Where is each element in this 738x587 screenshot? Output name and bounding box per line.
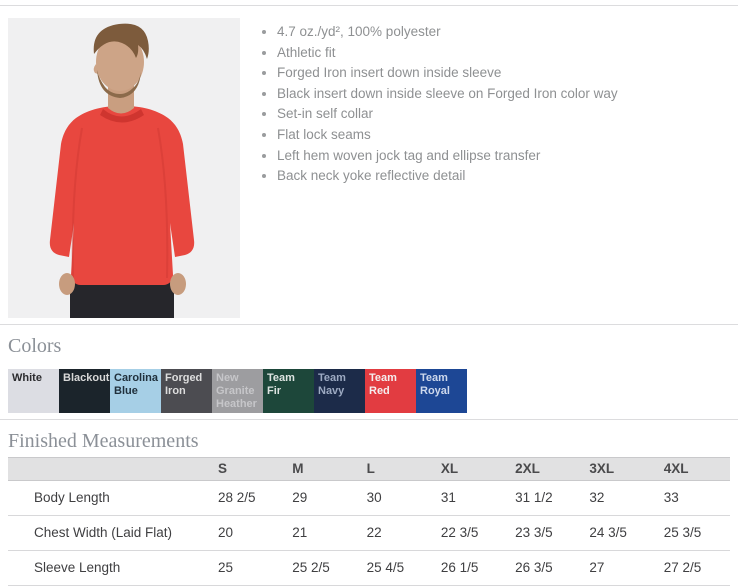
feature-item: Athletic fit (277, 43, 618, 64)
measurement-value: 21 (284, 515, 359, 551)
color-swatch-team-navy[interactable]: Team Navy (314, 369, 365, 413)
swatch-row: White Blackout Carolina Blue Forged Iron… (8, 369, 738, 413)
measurement-label-column-header (8, 457, 210, 481)
measurement-value: 27 (581, 550, 656, 586)
size-column-header: XL (432, 457, 508, 481)
color-swatch-carolina-blue[interactable]: Carolina Blue (110, 369, 161, 413)
colors-section: Colors White Blackout Carolina Blue Forg… (0, 335, 738, 413)
table-row: Sleeve Length 25 25 2/5 25 4/5 26 1/5 26… (8, 550, 730, 586)
size-column-header: L (358, 457, 433, 481)
hair-shape (93, 23, 149, 59)
color-swatch-forged-iron[interactable]: Forged Iron (161, 369, 212, 413)
measurement-value: 31 (432, 480, 508, 516)
color-swatch-team-royal[interactable]: Team Royal (416, 369, 467, 413)
color-swatch-label: Team Fir (267, 372, 295, 397)
measurement-value: 22 3/5 (432, 515, 508, 551)
measurement-value: 24 3/5 (581, 515, 656, 551)
size-column-header: 4XL (655, 457, 730, 481)
feature-item: Back neck yoke reflective detail (277, 166, 618, 187)
measurement-value: 27 2/5 (655, 550, 730, 586)
color-swatch-label: Forged Iron (165, 372, 203, 397)
color-swatch-label: Team Red (369, 372, 397, 397)
color-swatch-team-red[interactable]: Team Red (365, 369, 416, 413)
feature-item: 4.7 oz./yd², 100% polyester (277, 22, 618, 43)
measurement-value: 32 (581, 480, 656, 516)
measurement-value: 26 1/5 (432, 550, 508, 586)
product-photo[interactable] (8, 18, 240, 318)
colors-divider (0, 324, 738, 325)
measurement-row-label: Body Length (8, 480, 210, 516)
measurement-value: 25 3/5 (655, 515, 730, 551)
size-column-header: 2XL (507, 457, 582, 481)
feature-item: Black insert down inside sleeve on Forge… (277, 84, 618, 105)
product-summary-section: 4.7 oz./yd², 100% polyester Athletic fit… (0, 6, 738, 318)
measurement-value: 26 3/5 (507, 550, 582, 586)
color-swatch-new-granite-heather[interactable]: New Granite Heather (212, 369, 263, 413)
color-swatch-label: Blackout (63, 372, 110, 384)
size-column-header: 3XL (581, 457, 656, 481)
color-swatch-label: Team Navy (318, 372, 346, 397)
color-swatch-label: New Granite Heather (216, 372, 257, 410)
measurement-value: 25 4/5 (358, 550, 433, 586)
feature-item: Left hem woven jock tag and ellipse tran… (277, 146, 618, 167)
product-page: 4.7 oz./yd², 100% polyester Athletic fit… (0, 5, 738, 586)
top-divider (0, 5, 738, 6)
measurement-row-label: Chest Width (Laid Flat) (8, 515, 210, 551)
size-column-header: M (284, 457, 359, 481)
model-photo-illustration (8, 18, 240, 318)
feature-item: Set-in self collar (277, 104, 618, 125)
measurements-section: Finished Measurements S M L XL 2XL 3XL 4… (0, 430, 738, 586)
measurement-value: 31 1/2 (507, 480, 582, 516)
colors-heading: Colors (8, 335, 62, 357)
table-row: Chest Width (Laid Flat) 20 21 22 22 3/5 … (8, 515, 730, 551)
measurement-value: 25 (210, 550, 285, 586)
measurement-row-label: Sleeve Length (8, 550, 210, 586)
feature-item: Flat lock seams (277, 125, 618, 146)
color-swatch-label: White (12, 372, 42, 384)
measurement-value: 20 (210, 515, 285, 551)
measurements-table: S M L XL 2XL 3XL 4XL Body Length 28 2/5 … (8, 457, 730, 586)
measurement-value: 30 (358, 480, 433, 516)
measurement-value: 25 2/5 (284, 550, 359, 586)
color-swatch-blackout[interactable]: Blackout (59, 369, 110, 413)
measurements-heading: Finished Measurements (8, 430, 199, 452)
beard-shape (97, 70, 141, 98)
color-swatch-label: Carolina Blue (114, 372, 159, 397)
measurement-value: 29 (284, 480, 359, 516)
feature-list: 4.7 oz./yd², 100% polyester Athletic fit… (260, 22, 618, 318)
feature-item: Forged Iron insert down inside sleeve (277, 63, 618, 84)
color-swatch-label: Team Royal (420, 372, 450, 397)
color-swatch-team-fir[interactable]: Team Fir (263, 369, 314, 413)
color-swatch-white[interactable]: White (8, 369, 59, 413)
size-header-row: S M L XL 2XL 3XL 4XL (8, 457, 730, 481)
measurement-value: 28 2/5 (210, 480, 285, 516)
shirt-shape (49, 106, 195, 285)
measurements-divider (0, 419, 738, 420)
size-column-header: S (210, 457, 285, 481)
measurement-value: 22 (358, 515, 433, 551)
measurement-value: 23 3/5 (507, 515, 582, 551)
measurement-value: 33 (655, 480, 730, 516)
table-row: Body Length 28 2/5 29 30 31 31 1/2 32 33 (8, 480, 730, 516)
